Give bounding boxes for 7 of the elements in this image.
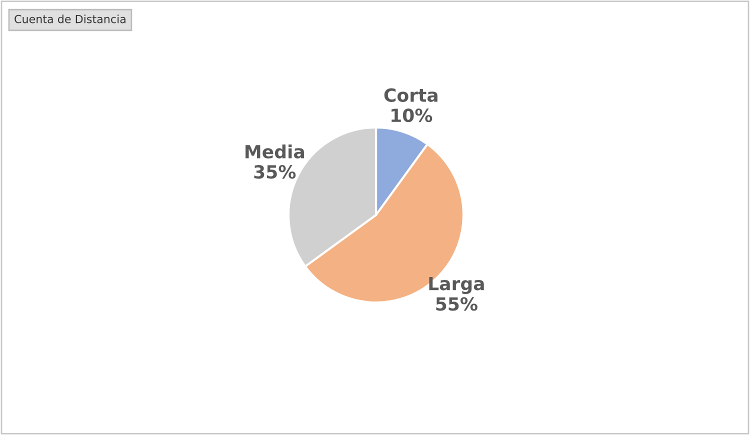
text: Cuenta de Distancia	[14, 14, 126, 24]
data-label: 55%	[436, 297, 478, 311]
slice-label: Corta	[384, 88, 438, 102]
data-label: 10%	[392, 108, 432, 122]
data-label: 35%	[254, 165, 296, 179]
slice-label: Larga	[429, 277, 484, 294]
slice-label: Media	[246, 144, 304, 158]
